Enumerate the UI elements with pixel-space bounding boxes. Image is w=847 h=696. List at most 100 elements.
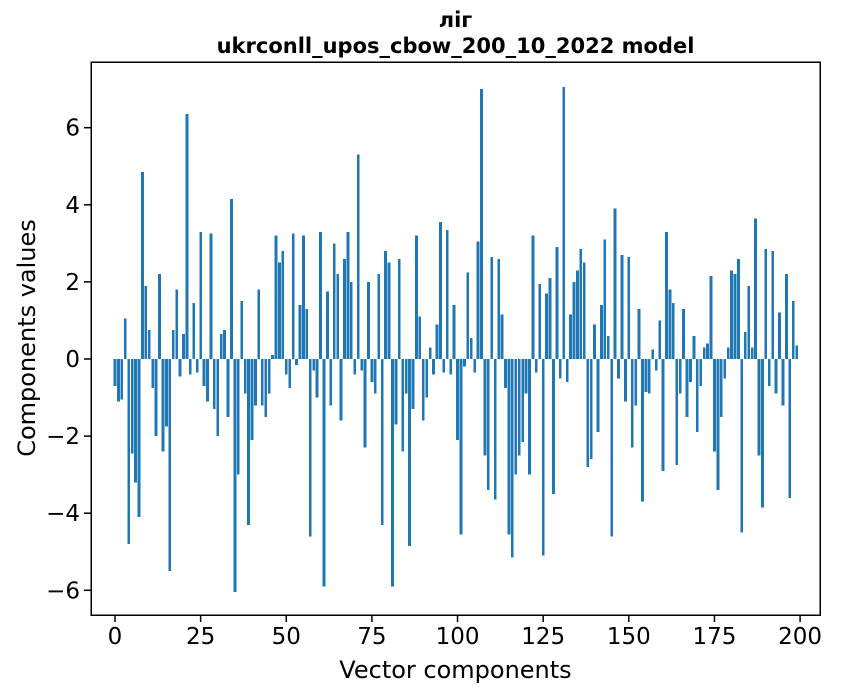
bar — [788, 359, 792, 498]
bar — [240, 301, 244, 359]
bar — [634, 359, 638, 406]
y-tick-label: 6 — [65, 116, 80, 142]
bar — [274, 235, 278, 359]
bar — [302, 235, 305, 359]
bar — [603, 239, 607, 359]
bar — [473, 359, 477, 373]
bar — [740, 359, 744, 533]
bar — [493, 359, 497, 500]
bar — [675, 359, 679, 466]
bar — [305, 308, 309, 359]
bar — [504, 359, 507, 388]
bar — [199, 231, 203, 359]
bar — [572, 281, 576, 359]
bar — [141, 172, 144, 359]
bar — [600, 305, 603, 359]
x-tick-label: 25 — [186, 624, 215, 650]
bar — [209, 233, 213, 359]
bar — [661, 359, 665, 471]
bar — [147, 330, 151, 359]
bar — [260, 359, 264, 406]
bar — [726, 347, 730, 359]
bar — [497, 258, 501, 359]
bar — [435, 324, 439, 360]
bar — [562, 87, 566, 359]
bar — [647, 359, 651, 394]
bar — [439, 222, 442, 359]
bar — [699, 359, 703, 386]
bar — [158, 274, 161, 359]
bar — [781, 359, 785, 406]
bar — [212, 359, 216, 410]
x-tick-label: 75 — [357, 624, 386, 650]
x-tick-label: 125 — [521, 624, 565, 650]
bar — [689, 359, 692, 383]
bar — [343, 258, 346, 359]
bar — [750, 347, 754, 359]
bar — [236, 359, 240, 475]
bar — [226, 359, 230, 417]
bar — [264, 359, 268, 417]
bar — [716, 359, 720, 491]
bar — [644, 359, 648, 392]
bar — [281, 251, 285, 359]
bar — [466, 272, 470, 359]
bar — [658, 320, 662, 359]
bar — [332, 243, 336, 359]
bar — [596, 359, 600, 433]
bar — [510, 359, 514, 558]
chart-title: ліг ukrconll_upos_cbow_200_10_2022 model — [91, 7, 820, 59]
bar — [593, 324, 596, 360]
bar — [117, 359, 120, 402]
bar — [370, 359, 374, 383]
x-tick-label: 200 — [778, 624, 822, 650]
bar — [651, 349, 655, 359]
chart-title-word: ліг — [438, 8, 473, 32]
bar — [216, 359, 220, 437]
x-axis-label: Vector components — [339, 656, 572, 684]
bar — [531, 235, 535, 359]
bar — [308, 359, 312, 537]
bar — [206, 359, 209, 402]
y-tick-label: −2 — [46, 424, 80, 450]
bar — [764, 249, 768, 359]
bar — [582, 262, 586, 360]
bar — [123, 318, 127, 359]
bar — [391, 359, 394, 587]
bar — [377, 274, 381, 359]
bar — [322, 359, 326, 587]
axes-frame — [90, 61, 821, 616]
bar — [558, 359, 562, 379]
bar — [586, 359, 590, 467]
bar — [130, 359, 134, 454]
bar — [233, 359, 237, 593]
bar — [747, 285, 751, 359]
bar — [709, 276, 713, 359]
bar — [579, 249, 583, 359]
bar — [271, 355, 274, 359]
bar — [521, 359, 524, 442]
bar — [175, 289, 179, 359]
bar — [339, 359, 343, 421]
bar — [476, 241, 480, 359]
bar — [326, 291, 329, 359]
y-tick-label: 0 — [65, 347, 80, 373]
bar — [394, 359, 398, 425]
bar — [606, 335, 610, 359]
y-axis-label: Components values — [13, 219, 41, 457]
bar — [637, 308, 641, 359]
bar — [671, 303, 675, 359]
x-tick-label: 150 — [607, 624, 651, 650]
bar — [613, 208, 617, 359]
bar — [733, 274, 737, 359]
bar — [247, 359, 250, 525]
bar — [565, 359, 569, 383]
bar — [548, 278, 552, 359]
bar — [161, 359, 165, 452]
bar — [154, 359, 158, 437]
bar — [486, 359, 490, 491]
bar — [795, 345, 799, 359]
bar — [291, 233, 295, 359]
bar — [415, 235, 418, 359]
bar — [538, 283, 542, 359]
